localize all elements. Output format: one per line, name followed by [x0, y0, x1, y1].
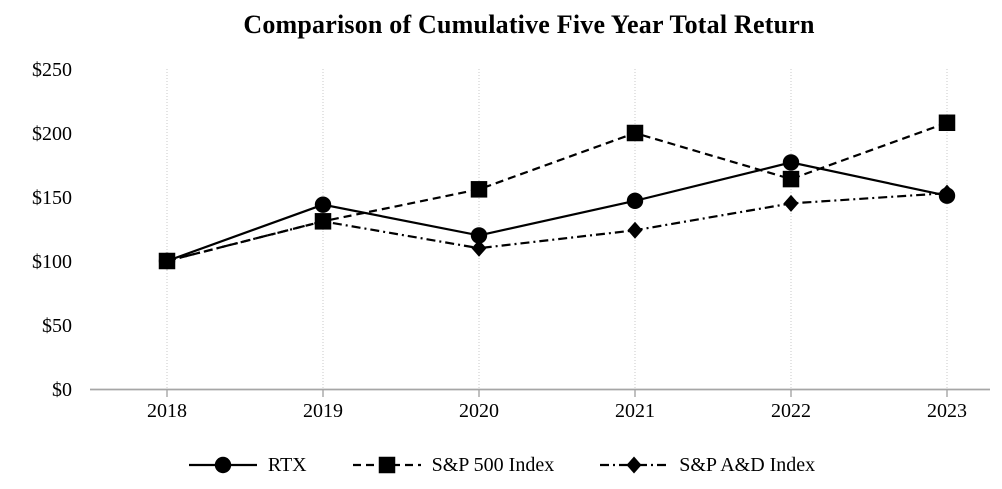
circle-marker	[938, 187, 956, 204]
square-marker	[626, 124, 644, 142]
series-rtx	[158, 154, 956, 270]
square-marker	[158, 252, 176, 270]
circle-marker	[626, 192, 644, 210]
circle-marker	[470, 227, 488, 244]
legend-item-s-p-a-d-index: S&P A&D Index	[598, 454, 815, 477]
legend-item-rtx: RTX	[187, 454, 307, 477]
square-marker	[314, 213, 332, 230]
diamond-marker	[627, 221, 643, 239]
series-line	[166, 192, 948, 263]
legend-diamond-dashdot-icon	[600, 456, 669, 474]
x-tick-label: 2019	[303, 400, 343, 422]
x-tick-label: 2023	[927, 400, 967, 422]
square-marker	[470, 181, 488, 198]
x-tick-label: 2022	[771, 400, 811, 422]
circle-marker	[214, 456, 232, 474]
circle-marker	[314, 196, 332, 213]
square-marker	[938, 114, 956, 132]
series-s-p-500-index	[158, 114, 956, 270]
diamond-marker	[471, 239, 487, 257]
series-line	[166, 121, 948, 263]
circle-marker	[782, 154, 800, 171]
legend-item-s-p-500-index: S&P 500 Index	[351, 453, 555, 477]
x-tick-label: 2020	[459, 400, 499, 422]
chart-title: Comparison of Cumulative Five Year Total…	[243, 10, 815, 39]
legend-circle-solid-icon	[188, 456, 257, 474]
legend-square-dashed-icon	[352, 456, 421, 474]
series-s-p-a-d-index	[159, 184, 955, 270]
legend-label: RTX	[267, 453, 307, 476]
legend: RTX S&P 500 Index S&P A&D Index	[0, 449, 1002, 481]
y-tick-label: $50	[42, 315, 72, 337]
diamond-marker	[626, 456, 642, 474]
x-tick-label: 2018	[147, 400, 187, 422]
series-line	[166, 161, 948, 263]
x-tick-label: 2021	[615, 400, 655, 422]
square-marker	[378, 456, 395, 474]
y-tick-label: $0	[52, 379, 72, 401]
y-tick-label: $250	[32, 59, 72, 81]
diamond-marker	[783, 194, 799, 212]
plot-area: 2018 2019 2020 2021 2022 2023 $0 $50 $100 $150 $20…	[32, 59, 990, 422]
y-tick-label: $150	[32, 187, 72, 209]
square-marker	[782, 170, 800, 188]
y-tick-label: $200	[32, 123, 72, 145]
y-tick-label: $100	[32, 251, 72, 273]
legend-label: S&P A&D Index	[679, 453, 816, 476]
legend-label: S&P 500 Index	[431, 453, 555, 476]
